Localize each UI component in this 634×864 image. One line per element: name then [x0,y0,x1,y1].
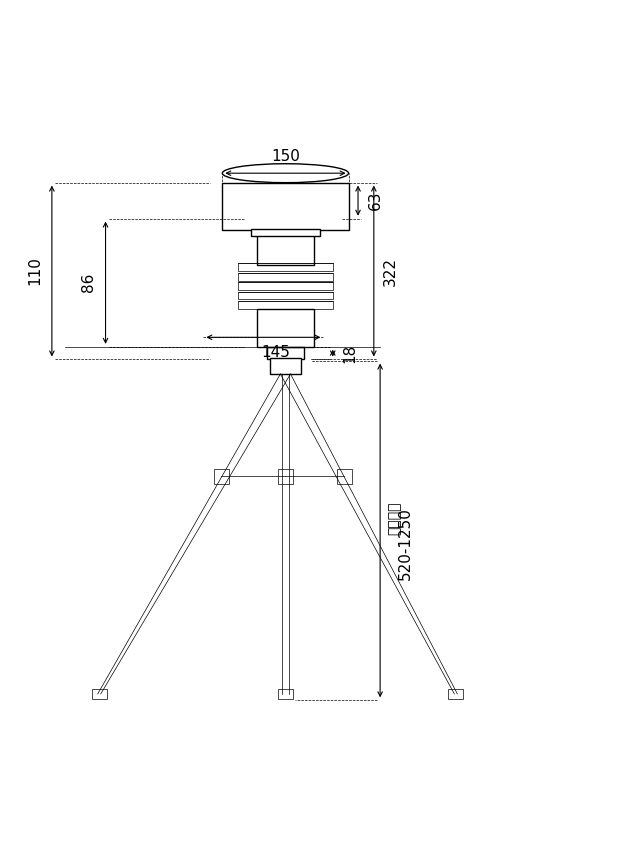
Ellipse shape [223,164,349,182]
Bar [269,359,301,374]
Text: 110: 110 [27,257,42,285]
Text: 322: 322 [384,257,398,285]
Text: 145: 145 [262,345,290,360]
Bar [257,309,314,346]
Bar [223,182,349,230]
Bar [250,229,320,237]
Bar [238,302,333,309]
Bar [214,468,229,484]
Bar [238,292,333,300]
Text: 86: 86 [81,273,96,292]
Bar [92,689,107,699]
Bar [257,230,314,264]
Bar [238,273,333,281]
Text: 伸缩范围: 伸缩范围 [388,501,402,535]
Text: 63: 63 [368,191,382,211]
Text: 520-1250: 520-1250 [398,506,413,580]
Bar [448,689,463,699]
Text: 150: 150 [271,149,300,164]
Bar [337,468,352,484]
Text: 18: 18 [342,344,357,363]
Bar [238,283,333,290]
Bar [278,468,293,484]
Bar [238,264,333,271]
Bar [266,346,304,359]
Bar [278,689,293,699]
